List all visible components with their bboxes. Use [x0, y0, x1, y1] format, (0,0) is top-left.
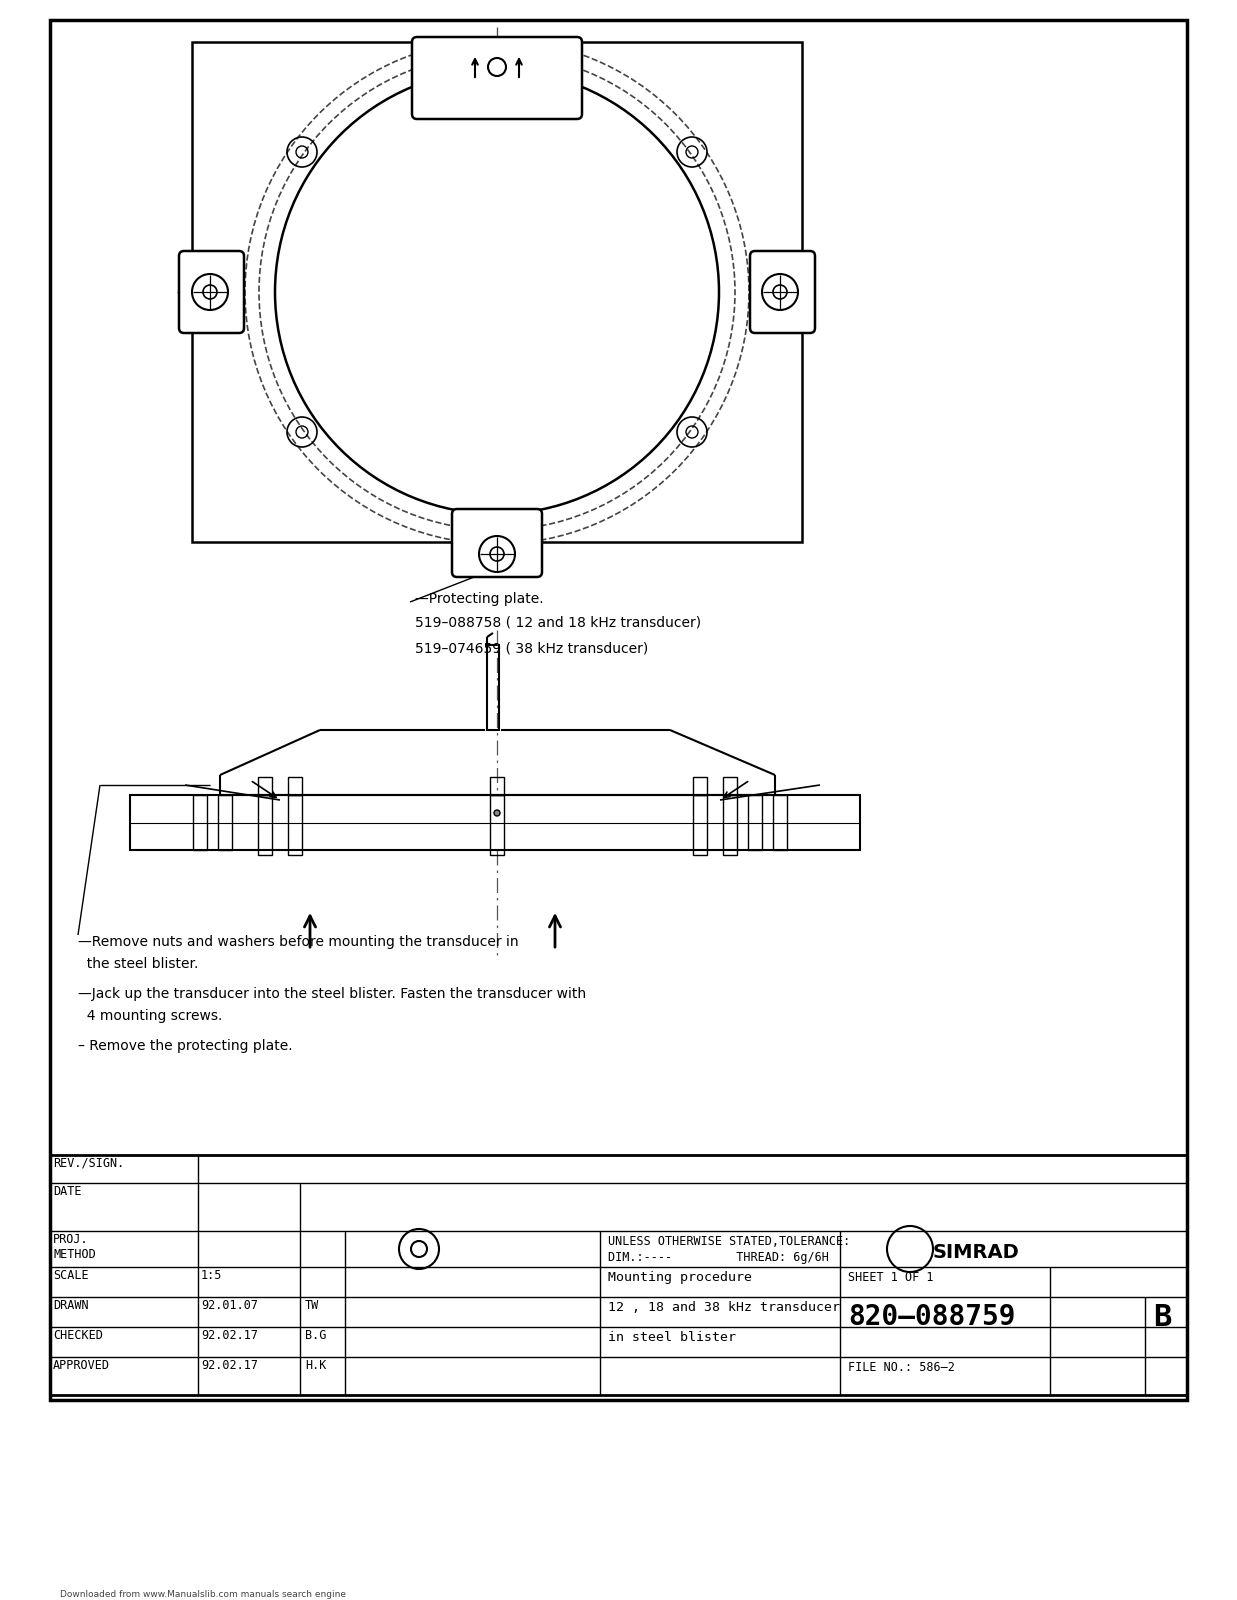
Bar: [288, 795, 302, 854]
Text: UNLESS OTHERWISE STATED,TOLERANCE:: UNLESS OTHERWISE STATED,TOLERANCE:: [609, 1235, 850, 1248]
FancyBboxPatch shape: [412, 37, 581, 118]
Text: 4 mounting screws.: 4 mounting screws.: [78, 1010, 223, 1022]
Circle shape: [275, 70, 719, 514]
Bar: [192, 42, 802, 542]
Bar: [259, 795, 272, 854]
Text: DATE: DATE: [53, 1186, 82, 1198]
Text: APPROVED: APPROVED: [53, 1358, 110, 1371]
Text: Mounting procedure: Mounting procedure: [609, 1270, 752, 1283]
FancyBboxPatch shape: [452, 509, 542, 578]
Text: 12 , 18 and 38 kHz transducer: 12 , 18 and 38 kHz transducer: [609, 1301, 840, 1314]
Text: 1:5: 1:5: [200, 1269, 223, 1282]
Bar: [722, 795, 737, 854]
Text: —Remove nuts and washers before mounting the transducer in: —Remove nuts and washers before mounting…: [78, 934, 518, 949]
Text: DRAWN: DRAWN: [53, 1299, 89, 1312]
Bar: [288, 778, 302, 795]
Bar: [49, 19, 1188, 1400]
Text: – Remove the protecting plate.: – Remove the protecting plate.: [78, 1038, 293, 1053]
Bar: [722, 778, 737, 795]
Text: in steel blister: in steel blister: [609, 1331, 736, 1344]
Text: 92.02.17: 92.02.17: [200, 1330, 259, 1342]
Text: REV./SIGN.: REV./SIGN.: [53, 1157, 124, 1170]
Bar: [693, 795, 708, 854]
Text: —Protecting plate.: —Protecting plate.: [414, 592, 543, 606]
Text: DIM.:----         THREAD: 6g/6H: DIM.:---- THREAD: 6g/6H: [609, 1251, 829, 1264]
Text: 820–088759: 820–088759: [849, 1302, 1016, 1331]
Bar: [218, 795, 233, 850]
Bar: [487, 645, 499, 730]
Text: 92.01.07: 92.01.07: [200, 1299, 259, 1312]
Text: —Jack up the transducer into the steel blister. Fasten the transducer with: —Jack up the transducer into the steel b…: [78, 987, 586, 1002]
Text: 519–074659 ( 38 kHz transducer): 519–074659 ( 38 kHz transducer): [414, 642, 648, 656]
Text: B: B: [1153, 1302, 1171, 1331]
Text: CHECKED: CHECKED: [53, 1330, 103, 1342]
Bar: [693, 778, 708, 795]
FancyBboxPatch shape: [750, 251, 815, 333]
Bar: [193, 795, 207, 850]
Bar: [748, 795, 762, 850]
Bar: [773, 795, 787, 850]
Circle shape: [494, 810, 500, 816]
FancyBboxPatch shape: [179, 251, 244, 333]
Text: B.G: B.G: [306, 1330, 327, 1342]
Text: SHEET 1 OF 1: SHEET 1 OF 1: [849, 1270, 934, 1283]
Text: SCALE: SCALE: [53, 1269, 89, 1282]
Bar: [130, 795, 860, 850]
Text: SIMRAD  ↑  FORWARD: SIMRAD ↑ FORWARD: [432, 88, 562, 101]
Bar: [259, 778, 272, 795]
Text: TW: TW: [306, 1299, 319, 1312]
Text: the steel blister.: the steel blister.: [78, 957, 198, 971]
Text: 519–088758 ( 12 and 18 kHz transducer): 519–088758 ( 12 and 18 kHz transducer): [414, 616, 701, 630]
Text: 92.02.17: 92.02.17: [200, 1358, 259, 1371]
Bar: [49, 1155, 1188, 1395]
Bar: [490, 778, 503, 795]
Text: H.K: H.K: [306, 1358, 327, 1371]
Text: PROJ.
METHOD: PROJ. METHOD: [53, 1234, 95, 1261]
Text: Downloaded from www.Manualslib.com manuals search engine: Downloaded from www.Manualslib.com manua…: [61, 1590, 346, 1598]
Bar: [490, 795, 503, 854]
Text: FILE NO.: 586–2: FILE NO.: 586–2: [849, 1362, 955, 1374]
Text: SIMRAD: SIMRAD: [933, 1243, 1019, 1262]
